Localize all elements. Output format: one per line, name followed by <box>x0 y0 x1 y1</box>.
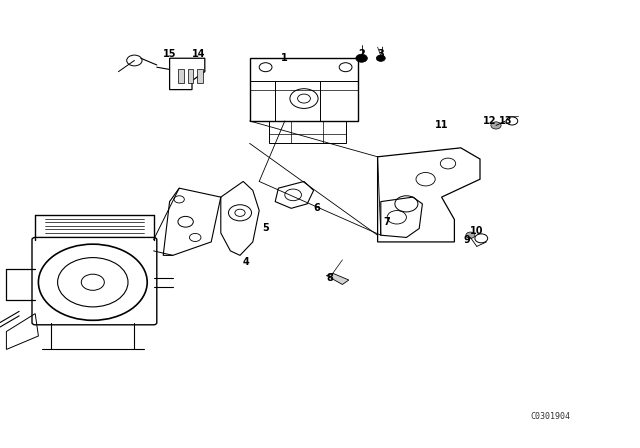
Circle shape <box>356 54 367 62</box>
Circle shape <box>376 55 385 61</box>
Text: 7: 7 <box>384 217 390 227</box>
Text: 8: 8 <box>326 273 333 283</box>
Text: 14: 14 <box>191 49 205 59</box>
Circle shape <box>491 122 501 129</box>
Text: 15: 15 <box>163 49 177 59</box>
Text: C0301904: C0301904 <box>531 412 570 421</box>
Polygon shape <box>326 273 349 284</box>
Bar <box>178 69 184 83</box>
Text: 5: 5 <box>262 224 269 233</box>
Text: 1: 1 <box>282 53 288 63</box>
Text: 12: 12 <box>483 116 497 126</box>
Bar <box>188 69 193 83</box>
Text: 9: 9 <box>464 235 470 245</box>
Bar <box>269 121 346 143</box>
Text: 13: 13 <box>499 116 513 126</box>
Bar <box>197 69 203 83</box>
Text: 4: 4 <box>243 257 250 267</box>
Text: 11: 11 <box>435 121 449 130</box>
Text: 6: 6 <box>314 203 320 213</box>
Text: 2: 2 <box>358 49 365 59</box>
Circle shape <box>466 232 475 238</box>
Text: 3: 3 <box>378 49 384 59</box>
Text: 10: 10 <box>470 226 484 236</box>
